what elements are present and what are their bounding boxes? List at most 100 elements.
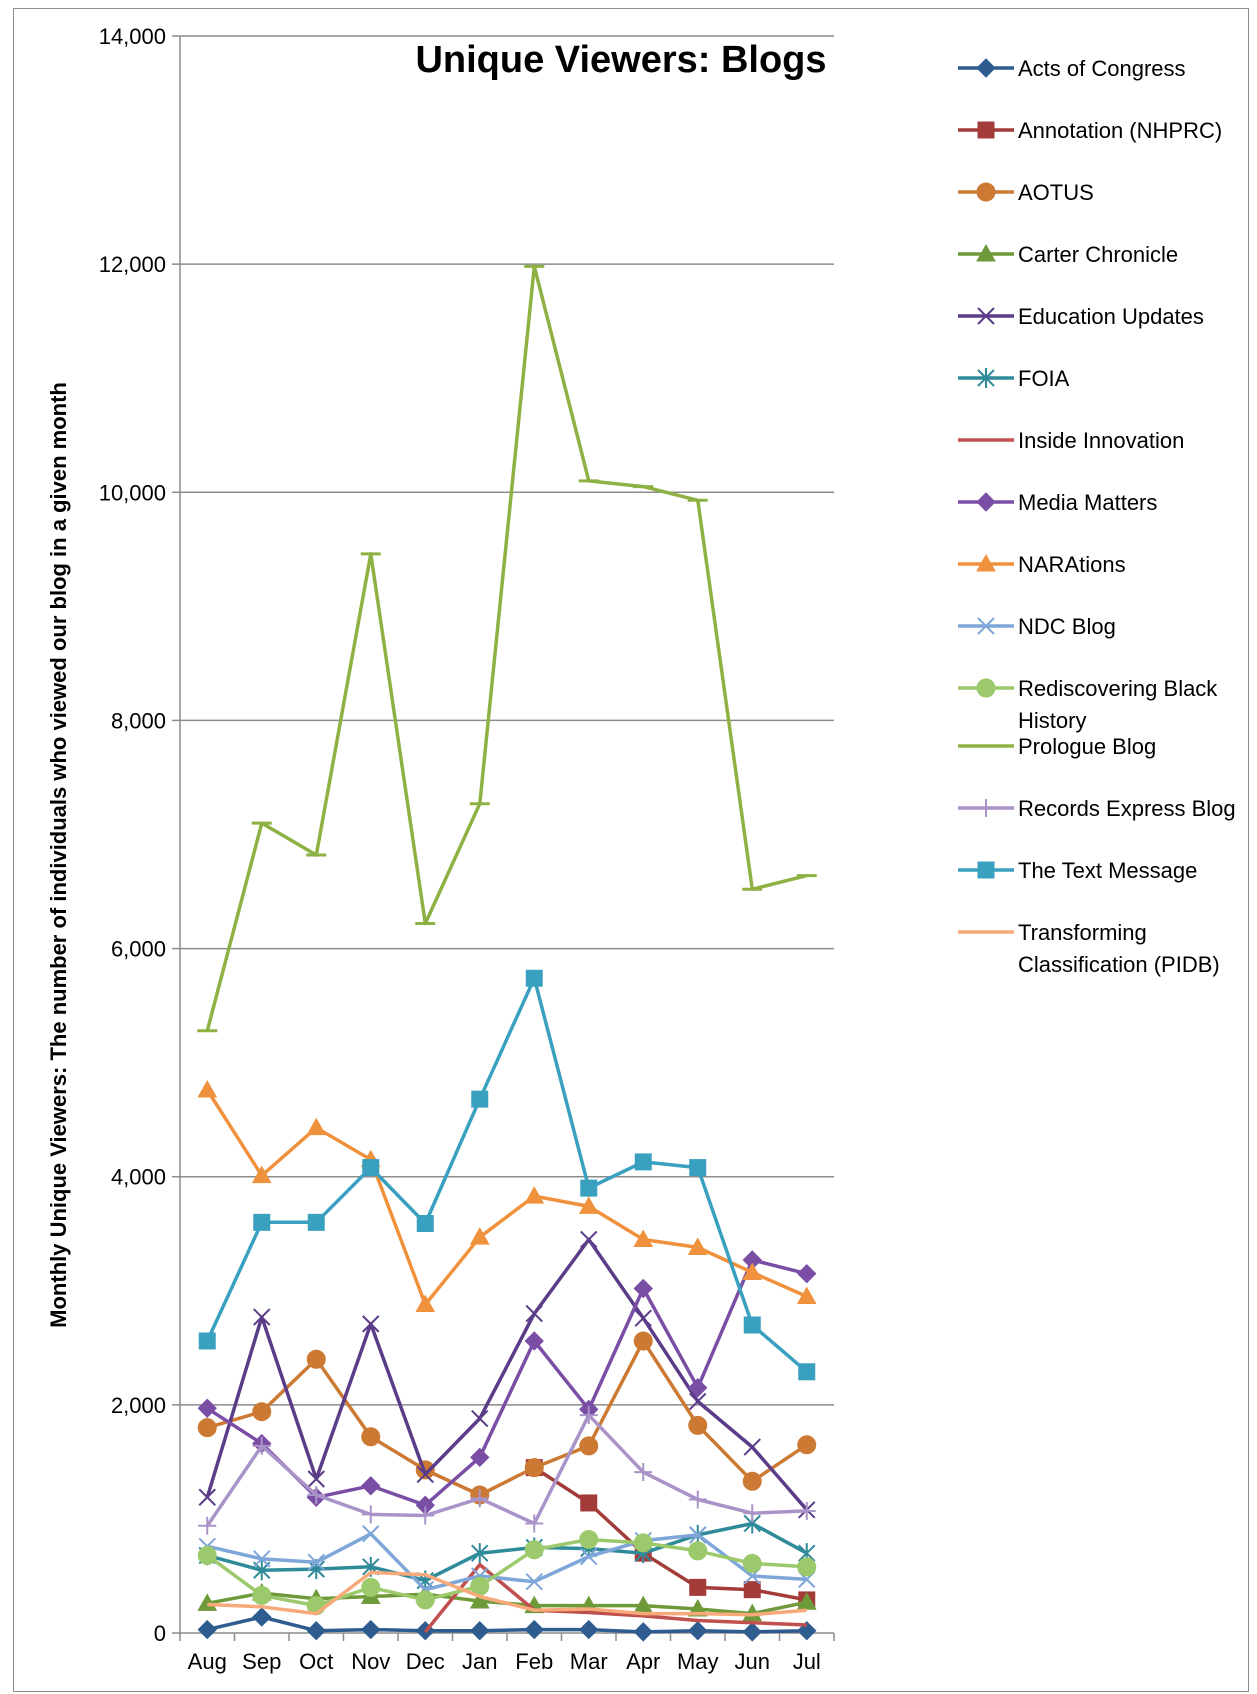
data-point — [742, 1471, 762, 1491]
data-point — [742, 1262, 763, 1281]
legend-marker — [977, 861, 995, 879]
series-line — [206, 1521, 808, 1583]
data-point — [253, 1550, 271, 1568]
data-point — [525, 1572, 543, 1591]
legend-entry: The Text Message — [958, 858, 1197, 883]
series-lines — [197, 264, 817, 1642]
data-point — [252, 1607, 272, 1627]
data-point — [252, 1585, 272, 1605]
data-point — [361, 1505, 380, 1524]
data-point — [580, 1547, 598, 1566]
data-point — [742, 1622, 762, 1642]
data-point — [197, 1080, 218, 1098]
data-point — [689, 1578, 707, 1596]
legend-entry: Rediscovering Black History — [958, 676, 1218, 733]
data-point — [197, 1545, 217, 1565]
legend-marker — [976, 678, 996, 698]
series-line — [205, 264, 808, 1032]
data-point — [416, 1214, 434, 1232]
data-point — [634, 1309, 652, 1327]
data-point — [307, 1213, 325, 1231]
series-14 — [207, 1570, 807, 1617]
data-point — [743, 1438, 761, 1456]
data-point — [688, 1415, 708, 1435]
legend-marker — [977, 121, 995, 139]
legend-entry: Inside Innovation — [958, 428, 1184, 453]
data-point — [307, 1553, 325, 1571]
data-point — [361, 1476, 381, 1496]
y-tick-label: 6,000 — [111, 937, 166, 962]
series-12 — [198, 1406, 816, 1535]
legend-marker — [977, 307, 995, 325]
data-point — [306, 1117, 327, 1136]
data-point — [743, 1316, 761, 1334]
data-point — [362, 1525, 380, 1543]
legend-label: FOIA — [1018, 366, 1070, 391]
legend-marker — [976, 492, 996, 512]
legend-label: Inside Innovation — [1018, 428, 1184, 453]
series-line — [206, 1615, 807, 1634]
legend-label: NARAtions — [1018, 552, 1126, 577]
data-point — [634, 1153, 652, 1171]
data-point — [689, 1392, 707, 1411]
legend-entry: Prologue Blog — [958, 734, 1156, 759]
legend-marker — [977, 799, 995, 817]
legend-label: AOTUS — [1018, 180, 1094, 205]
data-point — [742, 1553, 762, 1573]
legend-marker — [976, 182, 996, 202]
x-tick-label: Jun — [735, 1649, 770, 1674]
data-point — [307, 1470, 325, 1488]
data-point — [579, 1529, 599, 1549]
series-line — [205, 976, 808, 1374]
y-tick-label: 2,000 — [111, 1393, 166, 1418]
x-tick-label: Dec — [406, 1649, 445, 1674]
series-line — [206, 1532, 807, 1592]
data-point — [580, 1179, 598, 1197]
series-13 — [198, 969, 816, 1381]
legend-entry: Annotation (NHPRC) — [958, 118, 1222, 143]
data-point — [524, 1619, 544, 1640]
data-point — [361, 1427, 381, 1447]
legend-label: Annotation (NHPRC) — [1018, 118, 1222, 143]
data-point — [525, 969, 543, 987]
data-point — [470, 1489, 489, 1508]
x-tick-label: Jul — [793, 1649, 821, 1674]
data-point — [633, 1533, 653, 1553]
data-point — [797, 1263, 817, 1284]
data-point — [580, 1494, 598, 1512]
legend-entry: Transforming Classification (PIDB) — [958, 920, 1220, 977]
legend-label: History — [1018, 708, 1086, 733]
data-point — [797, 1435, 817, 1455]
data-point — [688, 1490, 707, 1509]
data-point — [579, 1436, 599, 1456]
x-tick-label: May — [677, 1649, 719, 1674]
series-line — [207, 1570, 807, 1617]
legend-entry: NARAtions — [958, 552, 1126, 577]
data-point — [688, 1621, 708, 1641]
legend-entry: Records Express Blog — [958, 796, 1236, 821]
data-point — [415, 1590, 435, 1610]
data-point — [198, 1332, 216, 1350]
data-point — [471, 1409, 489, 1428]
chart-title: Unique Viewers: Blogs — [415, 39, 826, 81]
data-point — [469, 1591, 490, 1609]
legend-label: Rediscovering Black — [1018, 676, 1218, 701]
legend-label: Transforming — [1018, 920, 1147, 945]
data-point — [198, 1516, 217, 1535]
data-point — [307, 1485, 326, 1504]
data-point — [579, 1406, 598, 1425]
y-tick-label: 14,000 — [99, 24, 166, 49]
series-line — [205, 1237, 809, 1511]
y-tick-label: 8,000 — [111, 708, 166, 733]
data-point — [797, 1557, 817, 1577]
y-tick-label: 0 — [154, 1621, 166, 1646]
legend-label: Records Express Blog — [1018, 796, 1236, 821]
data-point — [633, 1278, 653, 1299]
x-tick-label: Jan — [462, 1649, 497, 1674]
y-axis-label: Monthly Unique Viewers: The number of in… — [46, 382, 71, 1328]
legend-label: Education Updates — [1018, 304, 1204, 329]
series-line — [205, 1089, 808, 1307]
series-6 — [423, 1562, 807, 1634]
legend-marker — [977, 368, 995, 388]
